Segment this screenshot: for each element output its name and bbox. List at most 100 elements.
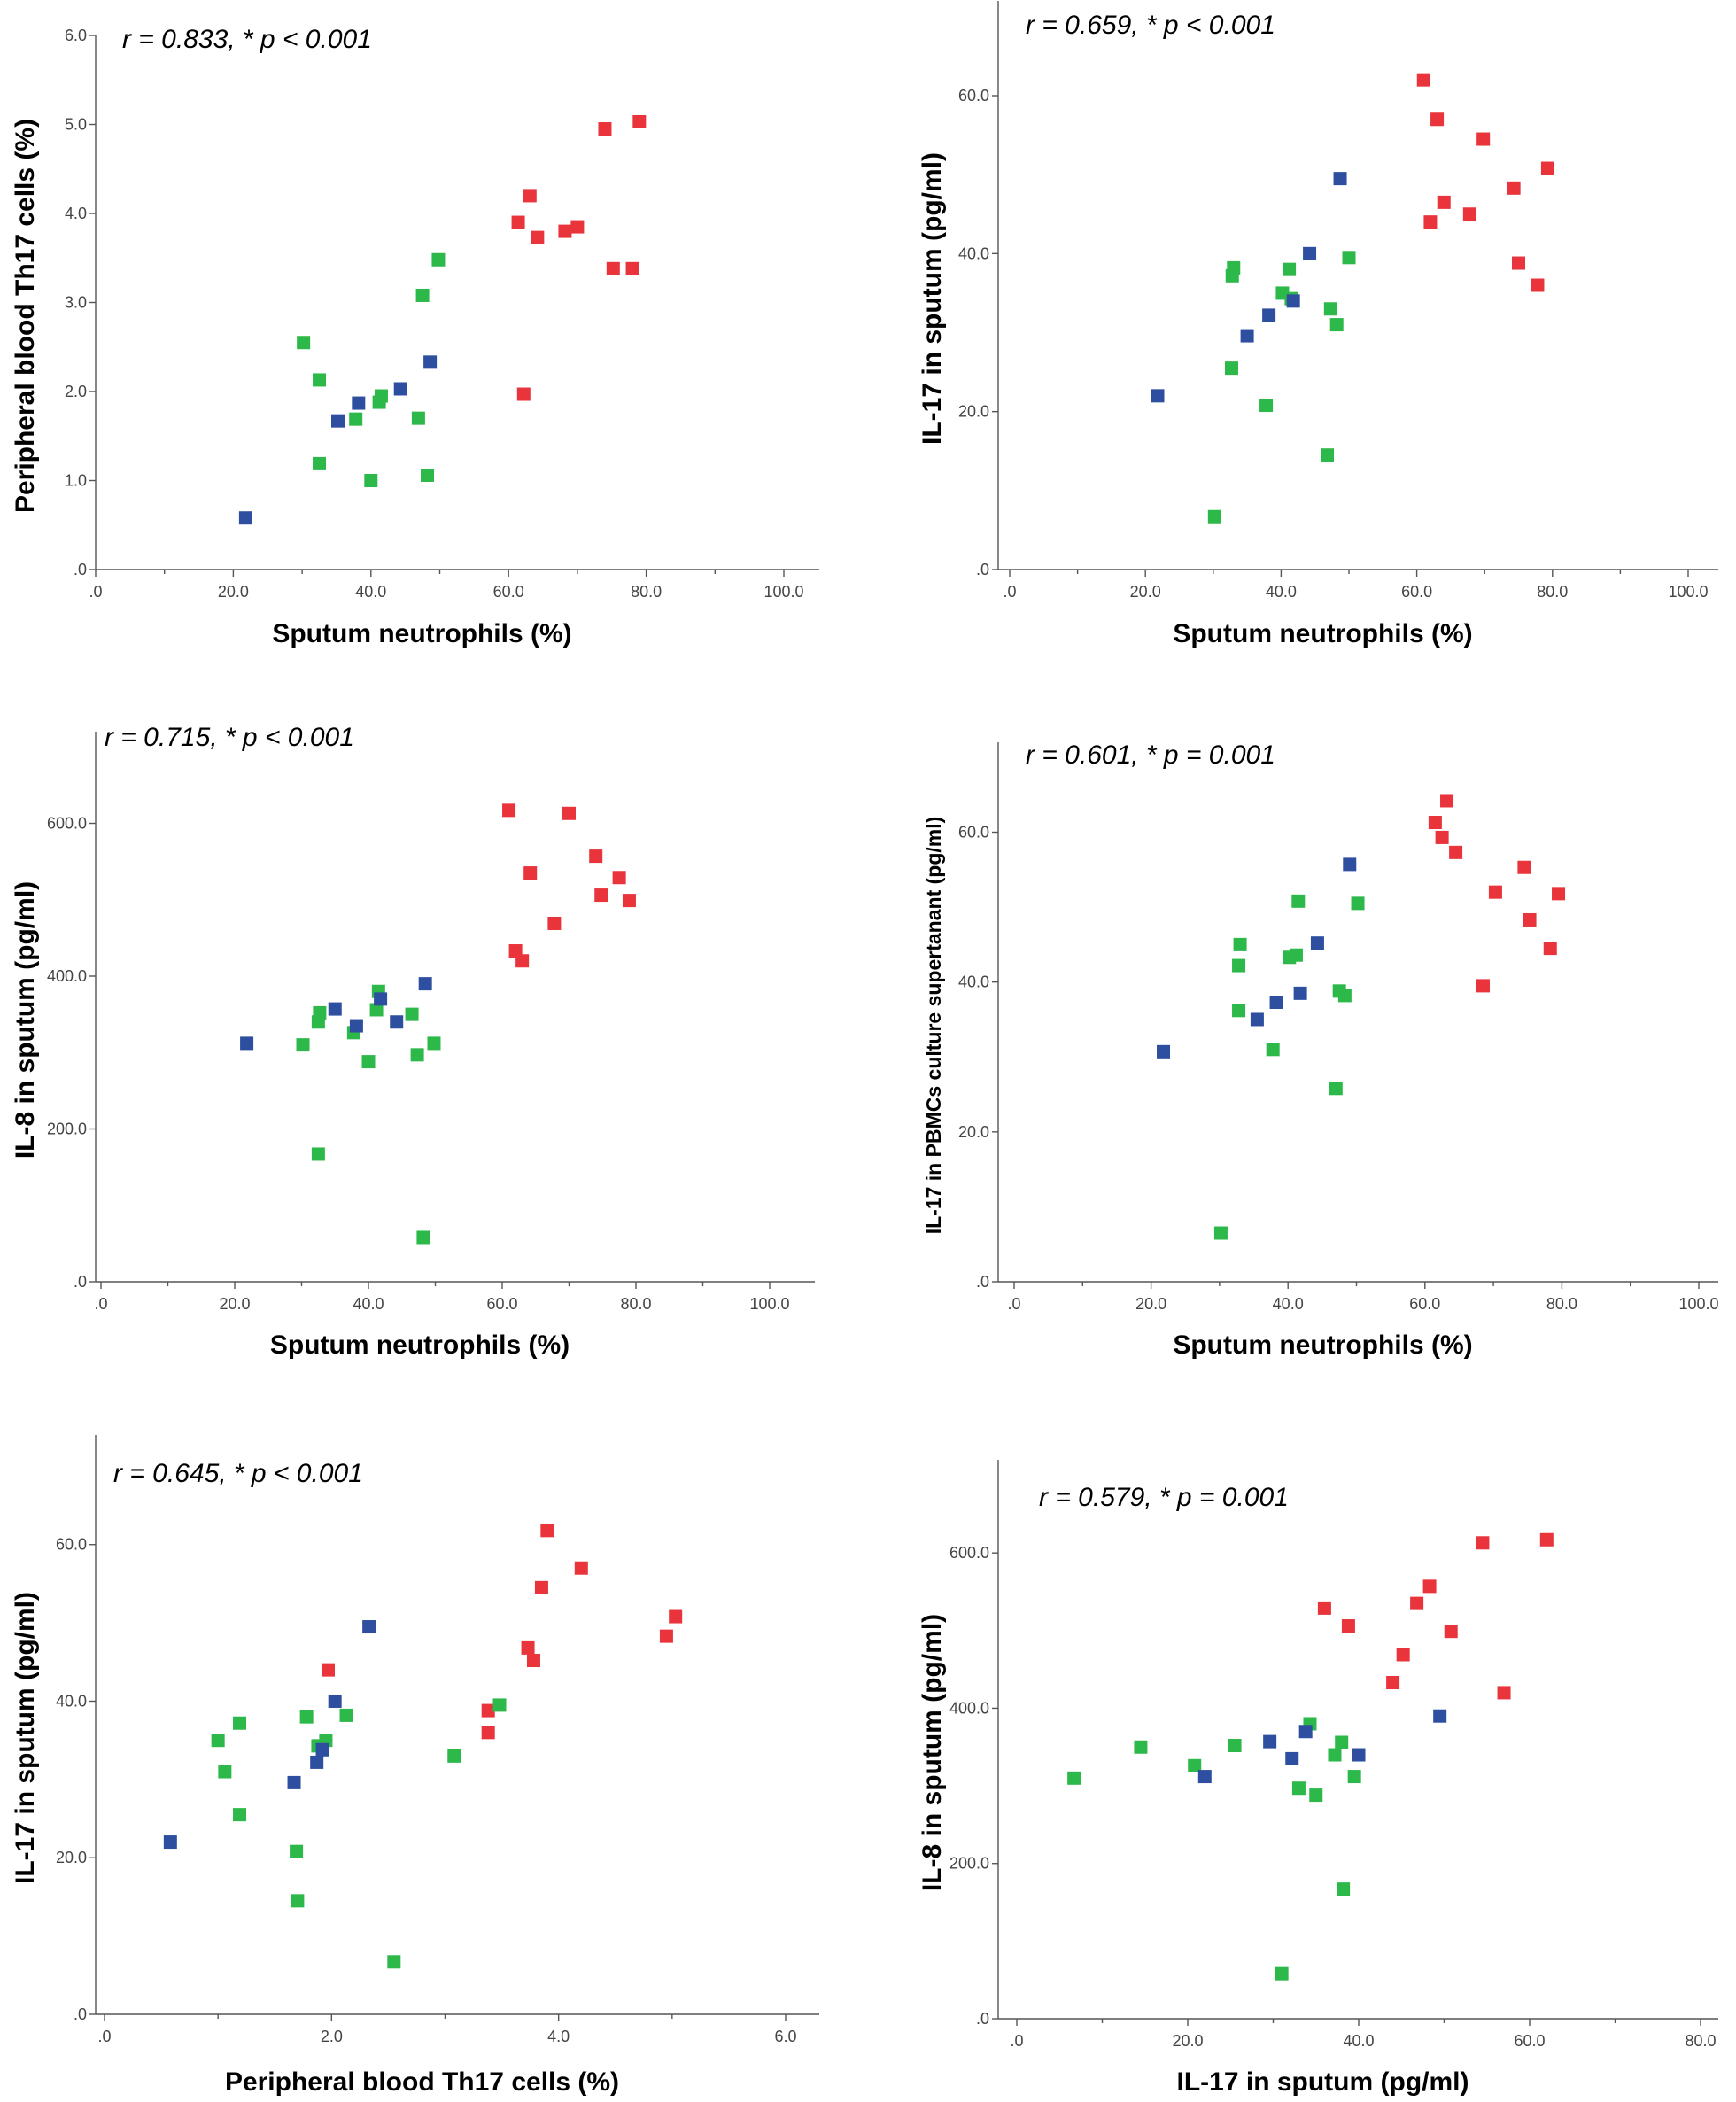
x-tick-label: 80.0	[631, 583, 662, 601]
data-point-green	[410, 1048, 424, 1062]
data-point-blue	[362, 1620, 376, 1634]
data-point-blue	[349, 1019, 363, 1033]
scatter-panel-5: .0 20.0 40.0 60.0 .0 2.0 4.0 6.0 Peripheral bloo…	[11, 1435, 819, 2097]
data-point-red	[515, 954, 530, 968]
x-tick-label: 20.0	[218, 583, 249, 601]
data-point-green	[349, 412, 363, 426]
x-tick-label: 40.0	[1343, 2032, 1374, 2050]
data-point-green	[1134, 1740, 1148, 1754]
data-point-red	[558, 224, 572, 238]
x-tick-label: .0	[97, 2028, 111, 2045]
data-point-green	[1275, 1966, 1289, 1981]
data-point-blue	[1343, 857, 1357, 872]
x-tick-label: 20.0	[1130, 583, 1161, 601]
data-point-green	[1233, 937, 1247, 951]
data-point-green	[1266, 1043, 1280, 1057]
data-point-red	[516, 387, 531, 401]
x-tick-label: 80.0	[1537, 583, 1568, 601]
y-tick-label: 200.0	[47, 1121, 87, 1138]
data-point-red	[1341, 1619, 1355, 1633]
scatter-panel-2: .0 20.0 40.0 60.0 .0 20.0 40.0 60.0 80.0 100.0 Spu…	[918, 1, 1718, 648]
x-axis-label: Peripheral blood Th17 cells (%)	[225, 2067, 619, 2097]
y-tick-label: 60.0	[56, 1536, 87, 1554]
y-tick-label: 4.0	[65, 205, 87, 222]
data-point-red	[531, 230, 545, 244]
x-tick-label: 60.0	[1514, 2032, 1545, 2050]
x-tick-label: 20.0	[1172, 2032, 1203, 2050]
data-point-green	[1291, 894, 1306, 908]
data-point-green	[1232, 1004, 1246, 1018]
data-point-red	[1444, 1625, 1458, 1639]
x-tick-label: 2.0	[321, 2028, 343, 2045]
data-point-blue	[1157, 1044, 1171, 1059]
data-point-green	[421, 468, 435, 482]
y-tick-label: 400.0	[47, 967, 87, 985]
data-point-red	[1440, 794, 1454, 808]
data-point-red	[523, 866, 538, 880]
y-tick-label: 200.0	[949, 1855, 989, 1873]
data-point-blue	[240, 1036, 254, 1051]
data-point-green	[427, 1036, 441, 1051]
y-tick-label: 40.0	[958, 244, 989, 262]
data-point-red	[574, 1561, 588, 1575]
data-point-green	[411, 411, 425, 425]
data-point-green	[1337, 989, 1352, 1003]
data-point-red	[1410, 1596, 1424, 1610]
y-tick-label: 60.0	[958, 824, 989, 842]
data-point-red	[1540, 161, 1554, 175]
data-point-green	[1207, 509, 1221, 524]
data-point-red	[1523, 912, 1537, 927]
data-point-red	[1430, 112, 1445, 127]
data-point-blue	[1285, 1751, 1299, 1765]
x-tick-label: 40.0	[355, 583, 386, 601]
data-point-red	[598, 122, 612, 136]
data-point-red	[321, 1663, 335, 1677]
data-point-green	[492, 1698, 507, 1712]
data-point-green	[211, 1734, 225, 1748]
data-point-red	[481, 1703, 495, 1718]
y-tick-label: 20.0	[56, 1849, 87, 1866]
y-tick-label: 6.0	[65, 27, 87, 44]
y-tick-label: .0	[74, 1273, 87, 1291]
data-point-blue	[352, 396, 366, 410]
y-axis-label: IL-8 in sputum (pg/ml)	[918, 1614, 947, 1891]
data-point-red	[1437, 195, 1451, 209]
data-point-red	[523, 189, 537, 203]
data-point-green	[296, 1038, 310, 1052]
data-point-red	[1396, 1648, 1410, 1662]
data-point-green	[313, 456, 327, 470]
data-point-green	[431, 252, 446, 267]
data-point-green	[1289, 948, 1303, 962]
scatter-panel-1: .0 1.0 2.0 3.0 4.0 5.0 6.0 .0 20.0 40.0 60.0 80.0 10…	[11, 25, 819, 648]
data-point-blue	[1433, 1709, 1447, 1723]
data-point-blue	[328, 1694, 342, 1708]
data-point-green	[1335, 1735, 1349, 1749]
y-tick-label: 40.0	[56, 1692, 87, 1710]
x-tick-label: .0	[1003, 583, 1016, 601]
data-point-green	[1224, 361, 1238, 376]
data-point-red	[1416, 73, 1430, 87]
x-tick-label: 60.0	[1409, 1295, 1440, 1313]
scatter-panel-6: .0 200.0 400.0 600.0 .0 20.0 40.0 60.0 80.0 IL-17…	[918, 1460, 1718, 2097]
data-point-blue	[331, 414, 345, 428]
x-tick-label: 40.0	[353, 1295, 384, 1313]
x-tick-label: 100.0	[749, 1295, 789, 1313]
data-point-green	[1283, 262, 1297, 276]
data-point-red	[589, 849, 603, 864]
data-point-blue	[1262, 308, 1276, 322]
y-tick-label: 20.0	[958, 403, 989, 421]
data-point-red	[1422, 1579, 1437, 1594]
data-point-red	[625, 261, 639, 275]
x-tick-label: 60.0	[486, 1295, 517, 1313]
y-tick-label: 60.0	[958, 87, 989, 105]
x-axis-label: Sputum neutrophils (%)	[1173, 1330, 1472, 1360]
data-point-green	[369, 1003, 384, 1017]
data-point-green	[1309, 1788, 1323, 1803]
data-point-red	[526, 1654, 540, 1668]
data-point-green	[1337, 1882, 1351, 1896]
data-point-red	[1507, 181, 1521, 195]
y-tick-label: 5.0	[65, 116, 87, 134]
correlation-annotation: r = 0.579, * p = 0.001	[1039, 1483, 1289, 1512]
data-point-blue	[1352, 1748, 1366, 1762]
